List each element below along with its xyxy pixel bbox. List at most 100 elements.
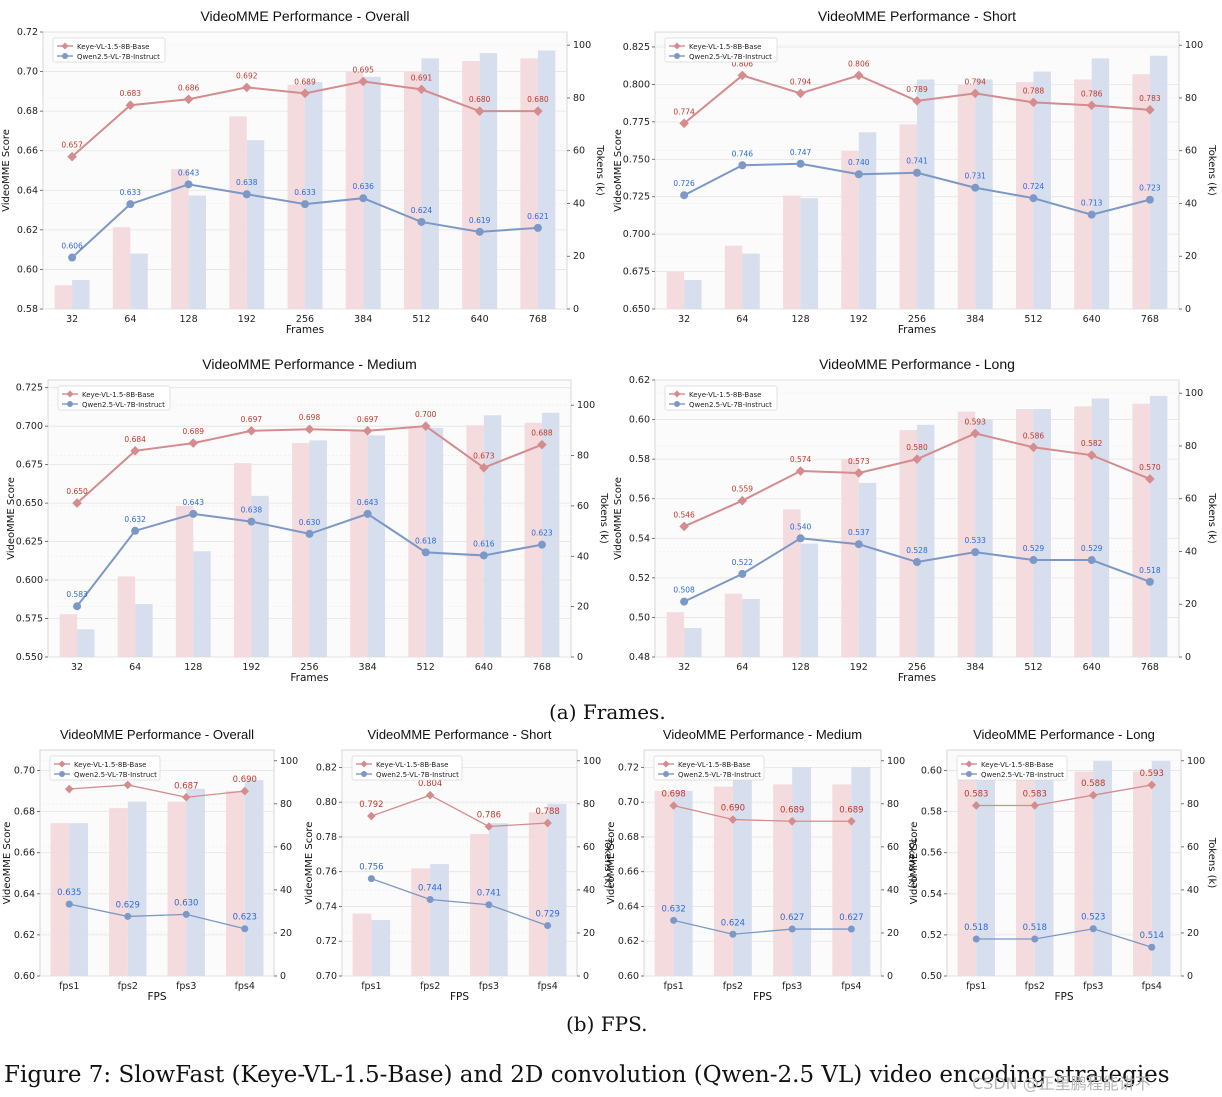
qwen-data-label: 0.632: [124, 515, 146, 524]
x-tick-label: 384: [966, 314, 984, 325]
keye-score-point: [1145, 105, 1155, 115]
qwen-score-point: [189, 509, 198, 518]
legend-entry: Keye-VL-1.5-8B-Base: [82, 391, 154, 399]
y2-tick-label: 20: [577, 602, 589, 613]
keye-data-label: 0.546: [673, 510, 695, 519]
keye-data-label: 0.593: [964, 417, 986, 426]
keye-score-point: [912, 96, 922, 106]
keye-score-point: [1147, 780, 1157, 790]
x-tick-label: fps2: [420, 981, 440, 992]
y-axis-label: VideoMME Score: [1, 129, 12, 212]
qwen-score-line: [976, 928, 1152, 948]
qwen-score-point: [426, 896, 434, 904]
y-tick-label: 0.64: [14, 889, 35, 900]
qwen-score-line: [673, 919, 852, 935]
y-tick-label: 0.550: [16, 652, 43, 663]
keye-score-point: [188, 438, 199, 448]
y-tick-label: 0.54: [629, 533, 650, 544]
qwen-score-point: [913, 558, 921, 567]
keye-data-label: 0.700: [415, 410, 437, 419]
qwen-token-bar: [1093, 760, 1112, 976]
panel-label-frames: (a) Frames.: [549, 700, 666, 724]
qwen-data-label: 0.724: [1023, 182, 1045, 191]
qwen-token-bar: [742, 598, 760, 657]
keye-score-line: [69, 784, 245, 798]
legend-marker: [67, 401, 73, 407]
y-tick-label: 0.650: [16, 498, 43, 509]
qwen-token-bar: [792, 767, 812, 976]
qwen-score-point: [537, 540, 546, 549]
keye-score-point: [853, 468, 864, 478]
keye-token-bar: [1074, 771, 1094, 976]
keye-token-bar: [899, 430, 917, 657]
qwen-score-point: [680, 597, 689, 606]
keye-data-label: 0.673: [473, 452, 495, 461]
y-tick-label: 0.68: [618, 832, 639, 843]
chart-title: VideoMME Performance - Short: [368, 727, 552, 742]
y-axis-label: VideoMME Score: [6, 477, 17, 560]
x-tick-label: 192: [850, 314, 868, 325]
keye-data-label: 0.570: [1139, 463, 1161, 472]
qwen-score-point: [1031, 935, 1039, 943]
keye-token-bar: [345, 71, 364, 309]
keye-score-point: [847, 816, 856, 826]
legend-marker: [663, 771, 669, 777]
x-tick-label: 128: [179, 314, 197, 325]
qwen-token-bar: [547, 803, 567, 976]
chart-1: 0.6570.6830.6860.6920.6890.6950.6910.680…: [1, 8, 605, 336]
legend-marker: [673, 42, 681, 50]
legend-box: [52, 37, 166, 63]
keye-score-point: [1088, 790, 1098, 800]
x-tick-label: 256: [908, 314, 926, 325]
y-tick-label: 0.66: [618, 867, 639, 878]
y2-tick-label: 20: [1185, 251, 1197, 262]
qwen-token-bar: [135, 604, 153, 657]
keye-token-bar: [783, 195, 801, 309]
x-tick-label: fps1: [663, 981, 683, 992]
qwen-score-line: [371, 878, 548, 927]
keye-data-label: 0.689: [183, 427, 205, 436]
qwen-token-bar: [732, 777, 752, 976]
y-tick-label: 0.775: [623, 117, 650, 128]
keye-token-bar: [841, 150, 859, 309]
y2-tick-label: 20: [573, 251, 585, 262]
keye-token-bar: [352, 913, 372, 976]
keye-score-point: [67, 151, 77, 162]
y2-tick-label: 60: [573, 146, 585, 157]
y-tick-label: 0.72: [618, 762, 639, 773]
qwen-data-label: 0.636: [352, 182, 374, 191]
keye-token-bar: [520, 58, 538, 309]
y-tick-label: 0.72: [316, 936, 337, 947]
qwen-data-label: 0.747: [790, 148, 812, 157]
qwen-data-label: 0.731: [964, 172, 986, 181]
qwen-score-point: [1029, 194, 1038, 203]
x-tick-label: fps4: [1142, 981, 1162, 992]
x-tick-label: 64: [736, 314, 748, 325]
keye-data-label: 0.698: [661, 790, 685, 800]
legend-entry: Keye-VL-1.5-8B-Base: [678, 761, 750, 769]
y-tick-label: 0.70: [618, 797, 639, 808]
y-tick-label: 0.825: [623, 42, 650, 53]
y2-tick-label: 40: [573, 198, 585, 209]
y2-axis-label: Tokens (k): [602, 837, 613, 889]
y-tick-label: 0.82: [316, 762, 337, 773]
x-tick-label: 768: [529, 314, 547, 325]
y2-tick-label: 0: [280, 971, 286, 982]
qwen-token-bar: [130, 253, 148, 309]
qwen-data-label: 0.624: [411, 206, 433, 215]
qwen-token-bar: [684, 279, 702, 309]
keye-score-point: [737, 495, 748, 506]
y-tick-label: 0.60: [17, 264, 38, 275]
qwen-data-label: 0.638: [236, 178, 258, 187]
qwen-score-point: [788, 925, 796, 933]
y-tick-label: 0.62: [618, 936, 639, 947]
qwen-token-bar: [684, 627, 702, 657]
y-tick-label: 0.64: [618, 901, 639, 912]
legend-box: [956, 755, 1068, 781]
qwen-data-label: 0.606: [61, 242, 83, 251]
x-tick-label: 512: [1024, 662, 1042, 673]
qwen-token-bar: [858, 132, 877, 309]
qwen-score-point: [796, 159, 805, 168]
keye-data-label: 0.774: [673, 107, 695, 116]
keye-token-bar: [528, 812, 548, 976]
